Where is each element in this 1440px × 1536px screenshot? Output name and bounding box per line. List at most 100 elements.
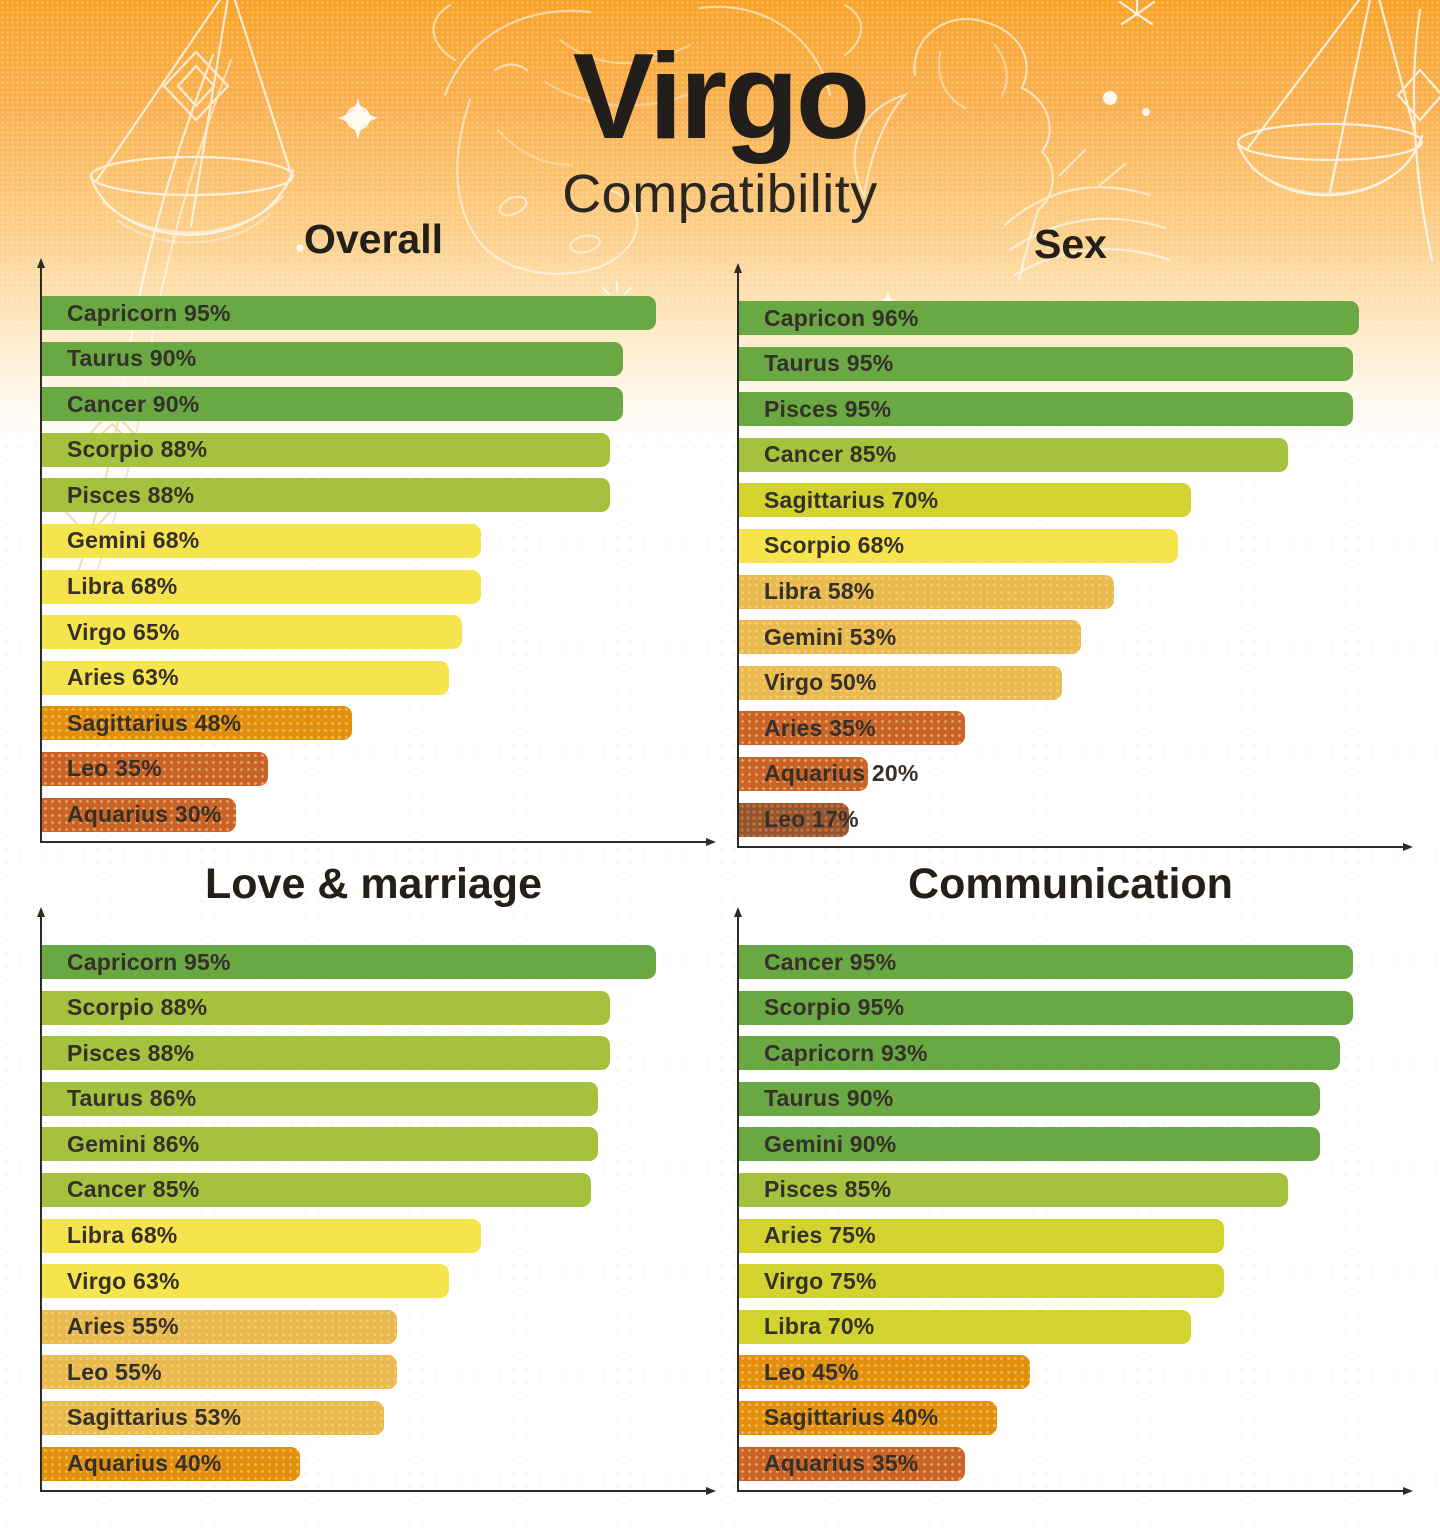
bar-capricorn: Capricorn 93% [739, 1036, 1340, 1071]
bar-label: Scorpio 68% [764, 532, 905, 559]
bar-label: Pisces 95% [764, 395, 892, 422]
bar-pisces: Pisces 88% [42, 478, 611, 513]
bar-label: Pisces 85% [764, 1176, 892, 1203]
chart-title-love-marriage: Love & marriage [205, 860, 542, 908]
bar-label: Sagittarius 70% [764, 486, 939, 513]
bar-libra: Libra 68% [42, 1218, 482, 1253]
bar-label: Virgo 75% [764, 1267, 877, 1294]
x-axis [737, 1486, 1413, 1495]
bar-pisces: Pisces 95% [739, 392, 1353, 427]
bar-label: Aquarius 30% [67, 801, 222, 828]
bar-leo: Leo 35% [42, 751, 269, 786]
bar-sagittarius: Sagittarius 53% [42, 1400, 385, 1435]
bar-label: Leo 45% [764, 1358, 859, 1385]
bar-label: Capricorn 95% [67, 948, 231, 975]
bar-leo: Leo 17% [739, 802, 859, 837]
bar-label: Leo 55% [67, 1358, 162, 1385]
bar-aquarius: Aquarius 35% [739, 1446, 966, 1481]
bar-gemini: Gemini 68% [42, 523, 482, 558]
bars: Capricorn 95% Scorpio 88% Pisces 88% Taurus… [42, 945, 688, 1481]
bar-label: Cancer 85% [764, 441, 897, 468]
bar-label: Pisces 88% [67, 481, 195, 508]
bar-label: Taurus 90% [764, 1085, 894, 1112]
bar-pisces: Pisces 88% [42, 1036, 611, 1071]
bar-label: Sagittarius 48% [67, 709, 242, 736]
chart-title-communication: Communication [908, 860, 1233, 908]
bar-virgo: Virgo 50% [739, 665, 1062, 700]
bar-label: Capricorn 95% [67, 299, 231, 326]
chart-title-sex: Sex [1034, 221, 1107, 267]
bar-taurus: Taurus 90% [739, 1081, 1321, 1116]
bar-taurus: Taurus 95% [739, 346, 1353, 381]
bar-label: Leo 17% [764, 806, 859, 833]
bar-label: Libra 68% [67, 573, 178, 600]
bar-libra: Libra 70% [739, 1309, 1192, 1344]
bar-label: Virgo 65% [67, 618, 180, 645]
bar-sagittarius: Sagittarius 70% [739, 483, 1192, 518]
bar-label: Cancer 85% [67, 1176, 200, 1203]
bar-label: Taurus 90% [67, 345, 197, 372]
bar-label: Aquarius 35% [764, 1450, 919, 1477]
bar-label: Aries 75% [764, 1222, 876, 1249]
bar-taurus: Taurus 86% [42, 1081, 598, 1116]
bar-leo: Leo 45% [739, 1355, 1030, 1390]
y-axis [733, 263, 742, 848]
chart-communication: Cancer 95% Scorpio 95% Capricorn 93% Taurus… [733, 907, 1427, 1517]
bar-label: Pisces 88% [67, 1039, 195, 1066]
bar-label: Libra 68% [67, 1222, 178, 1249]
bar-scorpio: Scorpio 88% [42, 990, 611, 1025]
bar-label: Scorpio 95% [764, 994, 905, 1021]
bar-leo: Leo 55% [42, 1355, 398, 1390]
bar-label: Aries 35% [764, 714, 876, 741]
bars: Capricorn 95% Taurus 90% Cancer 90% Scorpio… [42, 296, 688, 832]
bar-virgo: Virgo 63% [42, 1264, 449, 1299]
bar-cancer: Cancer 85% [42, 1172, 592, 1207]
bar-label: Aquarius 20% [764, 760, 919, 787]
bar-gemini: Gemini 90% [739, 1127, 1321, 1162]
y-axis [36, 258, 45, 843]
chart-love-marriage: Capricorn 95% Scorpio 88% Pisces 88% Taurus… [36, 907, 730, 1517]
bar-label: Scorpio 88% [67, 994, 208, 1021]
bar-cancer: Cancer 95% [739, 945, 1353, 979]
bar-libra: Libra 68% [42, 569, 482, 604]
chart-title-overall: Overall [303, 216, 444, 262]
x-axis [40, 1486, 716, 1495]
y-axis [36, 907, 45, 1492]
bar-label: Virgo 63% [67, 1267, 180, 1294]
bar-label: Aquarius 40% [67, 1450, 222, 1477]
bar-label: Sagittarius 53% [67, 1404, 242, 1431]
bar-label: Gemini 90% [764, 1130, 897, 1157]
bar-aquarius: Aquarius 40% [42, 1446, 301, 1481]
bar-aries: Aries 63% [42, 660, 449, 695]
bar-capricorn: Capricorn 95% [42, 296, 656, 330]
bar-pisces: Pisces 85% [739, 1172, 1289, 1207]
y-axis [733, 907, 742, 1492]
bar-label: Libra 70% [764, 1313, 875, 1340]
bar-cancer: Cancer 85% [739, 437, 1289, 472]
bar-libra: Libra 58% [739, 574, 1114, 609]
bar-label: Taurus 95% [764, 350, 894, 377]
chart-sex: Capricon 96% Taurus 95% Pisces 95% Cancer 8… [733, 263, 1427, 873]
bar-sagittarius: Sagittarius 48% [42, 706, 353, 741]
chart-overall: Capricorn 95% Taurus 90% Cancer 90% Scorpio… [36, 258, 730, 868]
bar-label: Cancer 95% [764, 948, 897, 975]
bar-label: Scorpio 88% [67, 436, 208, 463]
bar-label: Capricon 96% [764, 304, 919, 331]
bar-label: Gemini 86% [67, 1130, 200, 1157]
bar-scorpio: Scorpio 88% [42, 432, 611, 467]
bar-scorpio: Scorpio 68% [739, 528, 1179, 563]
bar-aquarius: Aquarius 20% [739, 756, 918, 791]
bar-label: Aries 63% [67, 664, 179, 691]
bar-scorpio: Scorpio 95% [739, 990, 1353, 1025]
bar-cancer: Cancer 90% [42, 387, 624, 422]
bar-aries: Aries 55% [42, 1309, 398, 1344]
bars: Cancer 95% Scorpio 95% Capricorn 93% Taurus… [739, 945, 1385, 1481]
x-axis [737, 842, 1413, 851]
bar-label: Capricorn 93% [764, 1039, 928, 1066]
bar-label: Gemini 68% [67, 527, 200, 554]
bar-label: Sagittarius 40% [764, 1404, 939, 1431]
bar-gemini: Gemini 53% [739, 620, 1082, 655]
bars: Capricon 96% Taurus 95% Pisces 95% Cancer 8… [739, 301, 1385, 837]
bar-label: Libra 58% [764, 578, 875, 605]
